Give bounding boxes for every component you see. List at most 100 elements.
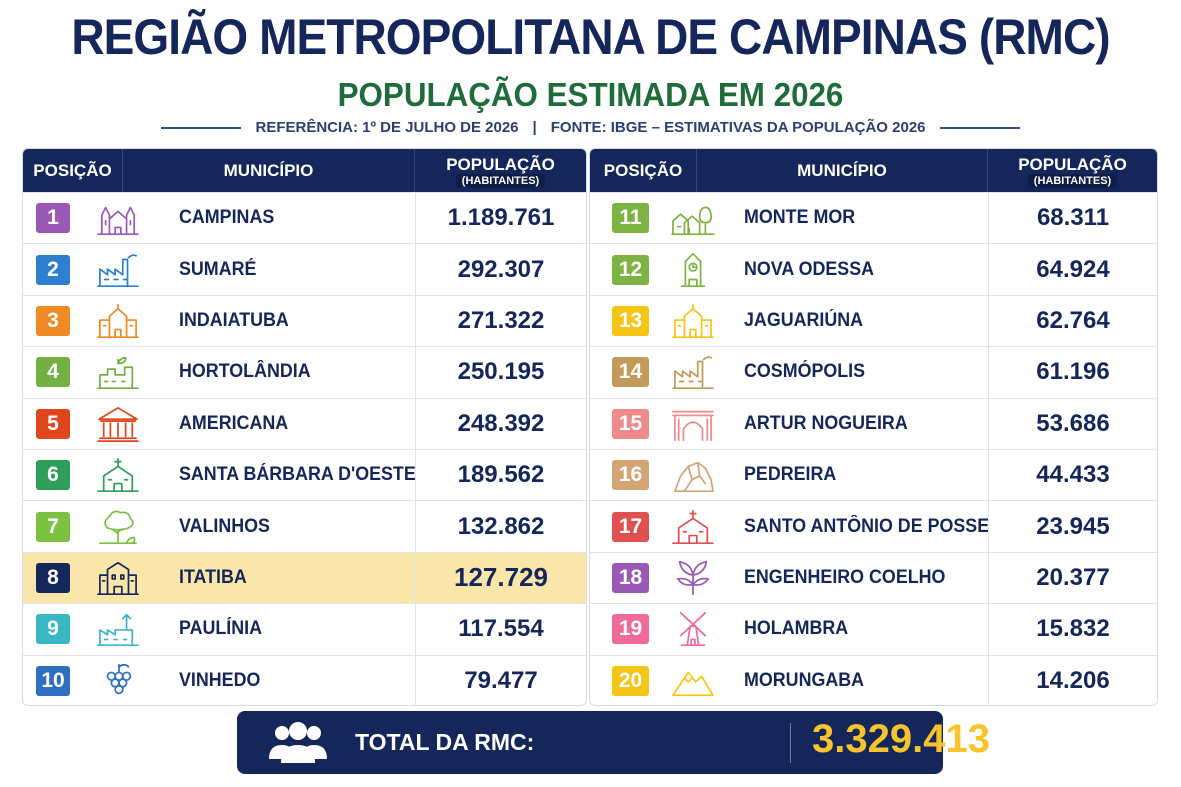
portal-icon [672,410,714,441]
rank-badge: 18 [612,562,649,593]
population-value: 62.764 [988,295,1157,347]
factory-icon [97,253,139,287]
municipality-name: VALINHOS [179,515,270,537]
table-row: 9 PAULÍNIA 117.554 [23,603,586,655]
population-value: 117.554 [415,604,586,655]
municipality-name: ENGENHEIRO COELHO [744,566,946,588]
data-source: FONTE: IBGE – ESTIMATIVAS DA POPULAÇÃO 2… [550,119,926,136]
population-value: 64.924 [988,244,1157,295]
separator: | [532,119,537,136]
houses-tree-icon [671,206,715,236]
rank-badge: 16 [612,460,649,491]
population-value: 68.311 [988,193,1157,244]
ranking-table-left: POSIÇÃO MUNICÍPIO POPULAÇÃO (HABITANTES)… [22,148,587,706]
total-label: TOTAL DA RMC: [355,729,535,755]
classical-building-icon [97,406,139,442]
table-row: 8 ITATIBA 127.729 [23,551,586,604]
people-icon [269,722,327,763]
municipality-name: SANTA BÁRBARA D'OESTE [179,464,416,486]
table-row: 1 CAMPINAS 1.189.761 [23,192,586,244]
table-row: 11 MONTE MOR 68.311 [590,192,1157,244]
rank-badge: 8 [36,562,70,593]
table-row: 12 NOVA ODESSA 64.924 [590,243,1157,295]
rank-badge: 13 [612,305,649,336]
divider [939,126,1020,129]
divider [790,723,791,763]
population-value: 44.433 [988,449,1157,501]
tree-icon [99,510,137,544]
municipality-name: PAULÍNIA [179,618,263,640]
industry-leaf-icon [97,357,139,390]
rock-icon [674,461,714,493]
header-municipality: MUNICÍPIO [697,149,988,192]
total-value: 3.329.413 [812,717,990,761]
population-value: 61.196 [988,347,1157,398]
population-value: 15.832 [988,604,1157,655]
population-value: 53.686 [988,398,1157,449]
population-value: 127.729 [415,552,586,604]
table-row: 6 SANTA BÁRBARA D'OESTE 189.562 [23,448,586,501]
table-row: 16 PEDREIRA 44.433 [590,448,1157,501]
chapel-icon [672,509,714,544]
population-value: 271.322 [415,295,586,347]
table-row: 5 AMERICANA 248.392 [23,397,586,449]
municipality-name: MONTE MOR [744,207,856,229]
table-row: 15 ARTUR NOGUEIRA 53.686 [590,397,1157,449]
municipality-name: CAMPINAS [179,207,275,229]
table-row: 4 HORTOLÂNDIA 250.195 [23,346,586,398]
windmill-icon [679,612,707,647]
chapel-icon [97,458,139,493]
table-header: POSIÇÃO MUNICÍPIO POPULAÇÃO (HABITANTES) [23,149,586,192]
rank-badge: 12 [612,254,649,285]
header-position: POSIÇÃO [23,149,123,192]
population-value: 132.862 [415,501,586,552]
population-value: 248.392 [415,398,586,449]
grapes-icon [106,663,132,694]
population-value: 1.189.761 [415,193,586,244]
rank-badge: 14 [612,357,649,388]
refinery-icon [97,614,139,647]
population-value: 292.307 [415,244,586,295]
cathedral-icon [97,206,139,236]
church-icon [672,303,714,339]
population-value: 14.206 [988,655,1157,705]
clock-tower-icon [680,252,706,287]
table-row: 3 INDAIATUBA 271.322 [23,294,586,347]
total-unit: HABITANTES [1007,731,1148,756]
rank-badge: 6 [36,460,70,491]
table-row: 10 VINHEDO 79.477 [23,654,586,705]
reference-date: REFERÊNCIA: 1º DE JULHO DE 2026 [255,119,519,136]
table-row: 18 ENGENHEIRO COELHO 20.377 [590,551,1157,604]
table-body: 11 MONTE MOR 68.311 12 NOVA ODESSA 64.924 13 JA… [590,192,1157,705]
church-icon [97,303,139,339]
plant-icon [676,560,710,595]
municipality-name: MORUNGABA [744,669,865,691]
rank-badge: 2 [36,254,70,285]
page-subtitle: POPULAÇÃO ESTIMADA EM 2026 [337,76,844,113]
table-row: 17 SANTO ANTÔNIO DE POSSE 23.945 [590,500,1157,552]
rank-badge: 19 [612,614,649,645]
ranking-table-right: POSIÇÃO MUNICÍPIO POPULAÇÃO (HABITANTES)… [589,148,1158,706]
population-value: 79.477 [415,655,586,705]
municipality-name: NOVA ODESSA [744,258,875,280]
population-value: 250.195 [415,347,586,398]
municipality-name: ARTUR NOGUEIRA [744,412,908,434]
rank-badge: 3 [36,305,70,336]
page-title: REGIÃO METROPOLITANA DE CAMPINAS (RMC) [71,9,1110,65]
header-population: POPULAÇÃO (HABITANTES) [988,149,1157,192]
municipality-name: JAGUARIÚNA [744,309,864,331]
population-value: 189.562 [415,449,586,501]
rank-badge: 5 [36,408,70,439]
municipality-name: ITATIBA [179,566,247,588]
header-population: POPULAÇÃO (HABITANTES) [415,149,586,192]
table-row: 14 COSMÓPOLIS 61.196 [590,346,1157,398]
rank-badge: 1 [36,203,70,234]
rank-badge: 17 [612,511,649,542]
rank-badge: 9 [36,614,70,645]
municipality-name: SUMARÉ [179,258,257,280]
table-row: 7 VALINHOS 132.862 [23,500,586,552]
table-row: 13 JAGUARIÚNA 62.764 [590,294,1157,347]
municipality-name: INDAIATUBA [179,309,289,331]
municipality-name: COSMÓPOLIS [744,361,866,383]
rank-badge: 7 [36,511,70,542]
